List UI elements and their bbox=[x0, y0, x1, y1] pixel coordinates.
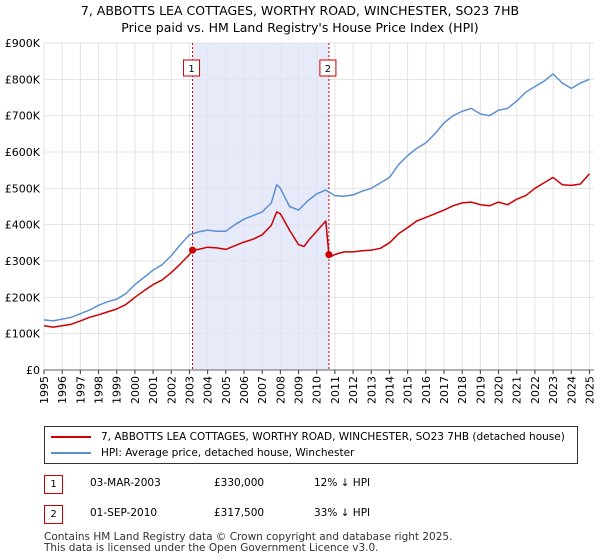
x-tick-label: 1998 bbox=[93, 376, 106, 404]
x-tick-label: 2025 bbox=[583, 376, 596, 404]
footer-attribution: Contains HM Land Registry data © Crown c… bbox=[44, 532, 452, 554]
transaction-price: £317,500 bbox=[214, 507, 265, 519]
x-tick-label: 2011 bbox=[329, 376, 342, 404]
y-tick-label: £500K bbox=[5, 182, 41, 195]
legend-item-hpi: HPI: Average price, detached house, Winc… bbox=[51, 445, 354, 461]
y-tick-label: £300K bbox=[5, 255, 41, 268]
x-tick-label: 2020 bbox=[493, 376, 506, 404]
transaction-hpi-diff: 12% ↓ HPI bbox=[314, 477, 371, 489]
x-tick-label: 2019 bbox=[474, 376, 487, 404]
x-tick-label: 2024 bbox=[565, 376, 578, 404]
x-tick-label: 2014 bbox=[383, 376, 396, 404]
hpi-line bbox=[43, 73, 590, 322]
x-tick-label: 1997 bbox=[74, 376, 87, 404]
x-tick-label: 2016 bbox=[420, 376, 433, 404]
transaction-price: £330,000 bbox=[214, 477, 265, 489]
y-tick-label: £600K bbox=[5, 146, 41, 159]
transaction-date: 01-SEP-2010 bbox=[90, 507, 158, 519]
footer-line: Contains HM Land Registry data © Crown c… bbox=[44, 531, 453, 543]
chart-subtitle: Price paid vs. HM Land Registry's House … bbox=[121, 20, 479, 35]
sale-marker-label: 2 bbox=[325, 64, 331, 75]
x-tick-label: 2008 bbox=[274, 376, 287, 404]
x-tick-label: 2003 bbox=[183, 376, 196, 404]
x-tick-label: 1996 bbox=[56, 376, 69, 404]
property-price-line bbox=[43, 173, 591, 328]
x-tick-label: 2018 bbox=[456, 376, 469, 404]
x-tick-label: 2006 bbox=[238, 376, 251, 404]
x-tick-label: 2017 bbox=[438, 376, 451, 404]
transaction-row: 2 01-SEP-2010 £317,500 33% ↓ HPI bbox=[0, 505, 600, 527]
x-tick-label: 2013 bbox=[365, 376, 378, 404]
transaction-date: 03-MAR-2003 bbox=[90, 477, 161, 489]
y-tick-label: £400K bbox=[5, 219, 41, 232]
highlight-span bbox=[192, 43, 329, 370]
sale-point bbox=[189, 246, 197, 254]
x-tick-label: 2007 bbox=[256, 376, 269, 404]
price-chart: £0 £100K £200K £300K £400K £500K £600K £700K £80… bbox=[5, 37, 597, 404]
y-tick-label: £700K bbox=[5, 110, 41, 123]
y-tick-label: £800K bbox=[5, 73, 41, 86]
sale-marker-label: 1 bbox=[188, 64, 194, 75]
sale-marker-box bbox=[183, 59, 201, 77]
transaction-badge: 1 bbox=[44, 475, 63, 494]
x-tick-label: 2023 bbox=[547, 376, 560, 404]
x-tick-label: 1995 bbox=[38, 376, 51, 404]
footer-line: This data is licensed under the Open Gov… bbox=[44, 542, 379, 554]
transaction-badge: 2 bbox=[44, 505, 63, 524]
legend-label-hpi: HPI: Average price, detached house, Winc… bbox=[101, 447, 355, 459]
x-tick-label: 2004 bbox=[202, 376, 215, 404]
x-tick-label: 2010 bbox=[311, 376, 324, 404]
chart-legend: 7, ABBOTTS LEA COTTAGES, WORTHY ROAD, WI… bbox=[44, 426, 578, 464]
x-tick-label: 2021 bbox=[511, 376, 524, 404]
x-tick-label: 2012 bbox=[347, 376, 360, 404]
transaction-hpi-diff: 33% ↓ HPI bbox=[314, 507, 371, 519]
y-tick-label: £100K bbox=[5, 328, 41, 341]
x-tick-label: 2001 bbox=[147, 376, 160, 404]
x-tick-label: 2000 bbox=[129, 376, 142, 404]
legend-swatch-hpi bbox=[51, 452, 91, 454]
legend-swatch-property bbox=[51, 436, 91, 438]
sale-point bbox=[325, 251, 333, 259]
transaction-row: 1 03-MAR-2003 £330,000 12% ↓ HPI bbox=[0, 475, 600, 497]
legend-label-property: 7, ABBOTTS LEA COTTAGES, WORTHY ROAD, WI… bbox=[101, 431, 565, 443]
x-tick-label: 2005 bbox=[220, 376, 233, 404]
legend-item-property: 7, ABBOTTS LEA COTTAGES, WORTHY ROAD, WI… bbox=[51, 429, 565, 445]
x-tick-label: 2009 bbox=[293, 376, 306, 404]
y-tick-label: £900K bbox=[5, 37, 41, 50]
x-tick-label: 2002 bbox=[165, 376, 178, 404]
y-tick-label: £200K bbox=[5, 291, 41, 304]
chart-title: 7, ABBOTTS LEA COTTAGES, WORTHY ROAD, WI… bbox=[80, 3, 520, 18]
x-tick-label: 1999 bbox=[111, 376, 124, 404]
sale-marker-box bbox=[319, 59, 337, 77]
y-tick-label: £0 bbox=[26, 364, 40, 377]
x-tick-label: 2015 bbox=[402, 376, 415, 404]
x-tick-label: 2022 bbox=[529, 376, 542, 404]
